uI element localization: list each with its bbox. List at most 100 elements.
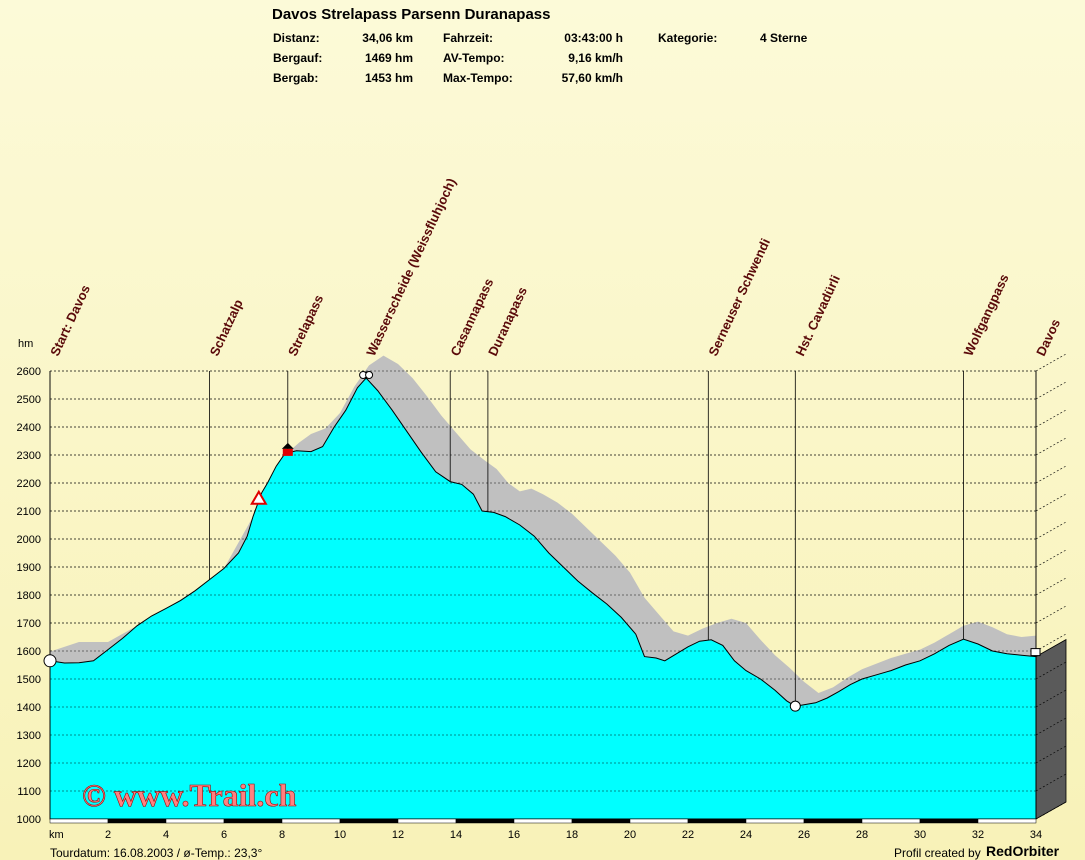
profile-side-face xyxy=(1035,638,1067,820)
gridline-diagonal xyxy=(1035,465,1067,484)
x-axis-segment xyxy=(803,818,863,824)
y-tick-label: 1400 xyxy=(17,702,41,714)
x-tick-label: 16 xyxy=(508,829,520,841)
waypoint-marker xyxy=(43,654,57,668)
side-gridline xyxy=(1035,689,1067,708)
x-axis-segment xyxy=(687,818,747,824)
gridline-diagonal xyxy=(1035,549,1067,568)
x-axis-segment xyxy=(861,818,921,824)
stat-label-distanz: Distanz: xyxy=(273,31,320,45)
x-axis-segment xyxy=(513,818,573,824)
x-tick-label: 28 xyxy=(856,829,868,841)
stat-label-fahrzeit: Fahrzeit: xyxy=(443,31,494,45)
finish-flag-icon xyxy=(1030,648,1041,657)
y-tick-label: 2300 xyxy=(17,450,41,462)
y-tick-label: 1000 xyxy=(17,814,41,826)
start-icon xyxy=(43,654,57,668)
x-tick-label: 4 xyxy=(163,829,169,841)
waypoint-label: Strelapass xyxy=(285,292,326,358)
y-tick-label: 2000 xyxy=(17,534,41,546)
x-axis-segment xyxy=(455,818,515,824)
tour-info: Tourdatum: 16.08.2003 / ø-Temp.: 23,3° xyxy=(50,846,263,860)
x-axis-segment xyxy=(629,818,689,824)
x-tick-label: 12 xyxy=(392,829,404,841)
x-tick-label: 22 xyxy=(682,829,694,841)
gridline-diagonal xyxy=(1035,381,1067,400)
gridline-diagonal xyxy=(1035,493,1067,512)
x-axis-segment xyxy=(919,818,979,824)
waypoint-label: Duranapass xyxy=(485,284,530,358)
waypoint-marker xyxy=(359,371,374,379)
credit-brand: RedOrbiter xyxy=(986,843,1060,859)
x-tick-label: 34 xyxy=(1030,829,1042,841)
stat-label-max-tempo: Max-Tempo: xyxy=(443,71,513,85)
waypoint-marker xyxy=(281,442,294,456)
x-axis-segment xyxy=(281,818,341,824)
x-tick-label: 32 xyxy=(972,829,984,841)
waypoint-label: Davos xyxy=(1033,317,1063,359)
x-axis-segment xyxy=(165,818,225,824)
y-axis-label: hm xyxy=(18,338,33,350)
y-tick-label: 1800 xyxy=(17,590,41,602)
stat-value-max-tempo: 57,60 km/h xyxy=(561,71,623,85)
y-tick-label: 1100 xyxy=(17,786,41,798)
waypoint-label: Wolfgangpass xyxy=(961,272,1012,359)
x-axis-segment xyxy=(49,818,109,824)
x-tick-label: 14 xyxy=(450,829,462,841)
x-axis-segment xyxy=(339,818,399,824)
stat-value-distanz: 34,06 km xyxy=(362,31,413,45)
side-gridline xyxy=(1035,801,1067,820)
y-tick-label: 1200 xyxy=(17,758,41,770)
stat-label-av-tempo: AV-Tempo: xyxy=(443,51,505,65)
gridline-diagonal xyxy=(1035,633,1067,652)
stat-value-bergab: 1453 hm xyxy=(364,71,413,85)
y-tick-label: 2200 xyxy=(17,478,41,490)
x-tick-label: 2 xyxy=(105,829,111,841)
stat-value-kategorie: 4 Sterne xyxy=(760,31,808,45)
y-tick-label: 1300 xyxy=(17,730,41,742)
x-tick-label: 8 xyxy=(279,829,285,841)
gridline-diagonal xyxy=(1035,577,1067,596)
pass-icon xyxy=(281,442,294,449)
side-gridline xyxy=(1035,773,1067,792)
x-axis-label: km xyxy=(49,829,64,841)
warning-icon xyxy=(250,489,268,505)
x-tick-label: 6 xyxy=(221,829,227,841)
y-tick-label: 1900 xyxy=(17,562,41,574)
x-tick-label: 24 xyxy=(740,829,752,841)
stat-value-av-tempo: 9,16 km/h xyxy=(568,51,623,65)
stat-value-bergauf: 1469 hm xyxy=(364,51,413,65)
gridline-diagonal xyxy=(1035,353,1067,372)
x-tick-label: 26 xyxy=(798,829,810,841)
stat-label-bergauf: Bergauf: xyxy=(273,51,323,65)
x-axis-segment xyxy=(571,818,631,824)
waypoint-label: Hst. Cavadürli xyxy=(792,273,843,359)
side-gridline xyxy=(1035,745,1067,764)
x-axis-segment xyxy=(397,818,457,824)
x-axis-segment xyxy=(223,818,283,824)
station-icon xyxy=(789,700,801,712)
y-tick-label: 2500 xyxy=(17,394,41,406)
side-gridline xyxy=(1035,717,1067,736)
y-tick-label: 2600 xyxy=(17,366,41,378)
elevation-area xyxy=(49,377,1037,820)
x-tick-label: 10 xyxy=(334,829,346,841)
waypoint-label: Serneuser Schwendi xyxy=(705,236,773,358)
y-tick-label: 2100 xyxy=(17,506,41,518)
waypoint-label: Start: Davos xyxy=(47,283,93,359)
y-tick-label: 1700 xyxy=(17,618,41,630)
binocular-icon-right xyxy=(365,371,374,379)
page-title: Davos Strelapass Parsenn Duranapass xyxy=(272,6,551,23)
waypoint-label: Schatzalp xyxy=(207,297,246,358)
x-axis-segment xyxy=(745,818,805,824)
gridline-diagonal xyxy=(1035,437,1067,456)
waypoint-marker xyxy=(1030,648,1041,657)
gridline-diagonal xyxy=(1035,605,1067,624)
watermark: © www.Trail.ch xyxy=(82,777,297,813)
y-tick-label: 1500 xyxy=(17,674,41,686)
y-tick-label: 2400 xyxy=(17,422,41,434)
pass-flag-icon xyxy=(282,448,293,456)
credit-prefix: Profil created by xyxy=(894,846,981,860)
x-axis-segment xyxy=(977,818,1037,824)
